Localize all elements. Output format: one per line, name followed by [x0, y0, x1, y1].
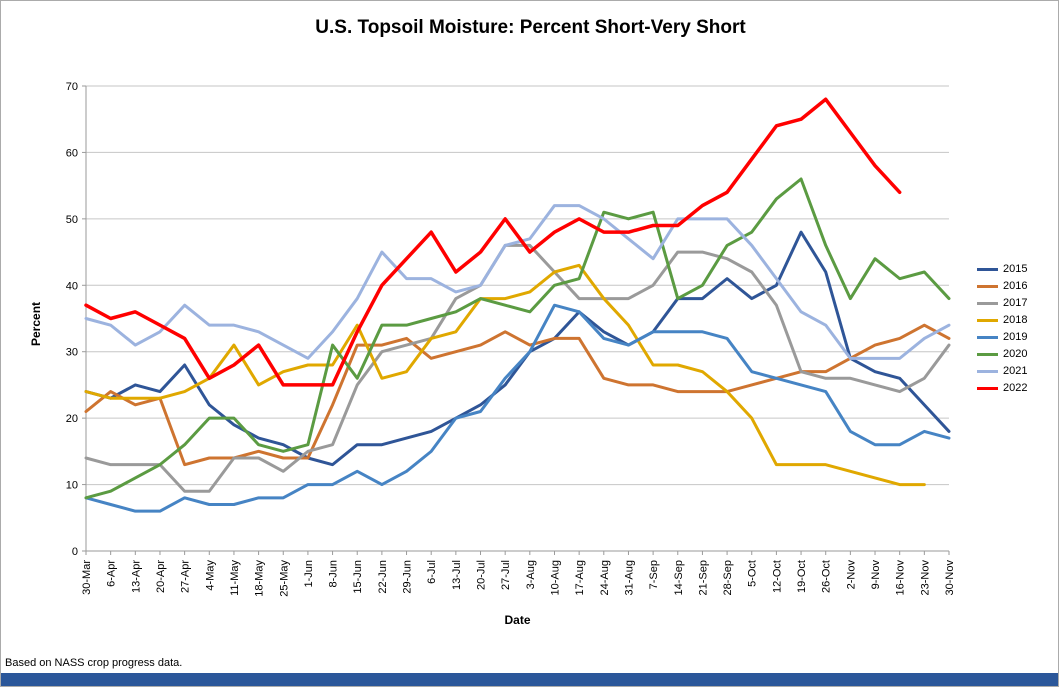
x-tick-label: 8-Jun: [328, 560, 340, 588]
x-tick-label: 6-Jul: [426, 560, 438, 584]
y-tick-label: 10: [66, 480, 78, 492]
x-tick-label: 13-Jul: [451, 560, 463, 590]
series-line-2016: [84, 323, 951, 467]
x-tick-label: 19-Oct: [796, 560, 808, 593]
x-tick-label: 10-Aug: [549, 560, 561, 595]
legend: 2015 2016 2017 2018 2019 2020 2021 2022: [977, 263, 1027, 394]
legend-label: 2022: [1003, 382, 1028, 394]
x-tick-label: 12-Oct: [771, 560, 783, 593]
legend-item-2015: 2015: [977, 263, 1027, 275]
legend-swatch-2021: [977, 369, 998, 373]
x-tick-label: 23-Nov: [919, 560, 931, 596]
line-chart: 0 10 20 30 40 50 60 70 30-Mar 6-Apr 13-Apr 20-Apr 27…: [66, 81, 956, 597]
x-tick-label: 26-Oct: [821, 560, 833, 593]
legend-item-2016: 2016: [977, 280, 1027, 292]
series-line-2021: [84, 204, 951, 360]
legend-label: 2019: [1003, 331, 1028, 343]
series-line-2015: [84, 230, 951, 467]
legend-swatch-2019: [977, 335, 998, 339]
x-tick-label: 25-May: [278, 560, 290, 597]
x-tick-label: 6-Apr: [106, 560, 118, 587]
y-tick-label: 40: [66, 280, 78, 292]
x-axis-title: Date: [504, 613, 531, 627]
x-tick-label: 2-Nov: [845, 560, 857, 590]
legend-item-2017: 2017: [977, 297, 1027, 309]
footnote: Based on NASS crop progress data.: [5, 657, 183, 669]
legend-item-2021: 2021: [977, 365, 1027, 377]
x-tick-label: 5-Oct: [747, 560, 759, 587]
x-tick-label: 11-May: [229, 560, 241, 596]
y-tick-label: 0: [72, 546, 78, 558]
y-tick-label: 20: [66, 413, 78, 425]
legend-swatch-2020: [977, 352, 998, 356]
legend-item-2022: 2022: [977, 382, 1027, 394]
x-tick-label: 29-Jun: [402, 560, 414, 594]
x-tick-label: 30-Nov: [944, 560, 956, 596]
series-line-2018: [84, 263, 926, 487]
series-line-2022: [84, 97, 902, 387]
legend-label: 2016: [1003, 280, 1028, 292]
legend-label: 2017: [1003, 297, 1028, 309]
x-tick-label: 7-Sep: [648, 560, 660, 589]
y-tick-label: 60: [66, 147, 78, 159]
y-tick-label: 70: [66, 81, 78, 93]
x-tick-label: 30-Mar: [81, 560, 93, 595]
series-line-2020: [84, 177, 951, 500]
x-tick-label: 20-Apr: [155, 560, 167, 593]
legend-item-2019: 2019: [977, 331, 1027, 343]
legend-label: 2018: [1003, 314, 1028, 326]
x-tick-label: 21-Sep: [697, 560, 709, 595]
legend-swatch-2016: [977, 284, 998, 288]
legend-label: 2021: [1003, 365, 1028, 377]
legend-label: 2015: [1003, 263, 1028, 275]
chart-title: U.S. Topsoil Moisture: Percent Short-Ver…: [315, 17, 746, 38]
y-tick-label: 50: [66, 214, 78, 226]
y-tick-label: 30: [66, 347, 78, 359]
series-line-2017: [84, 243, 951, 493]
x-tick-label: 24-Aug: [599, 560, 611, 595]
x-tick-label: 22-Jun: [377, 560, 389, 594]
x-tick-label: 1-Jun: [303, 560, 315, 588]
legend-swatch-2015: [977, 267, 998, 271]
x-tick-label: 15-Jun: [352, 560, 364, 594]
x-tick-label: 4-May: [204, 560, 216, 591]
window-bottom-bar: [1, 673, 1058, 686]
x-tick-label: 13-Apr: [130, 560, 142, 593]
legend-swatch-2018: [977, 318, 998, 322]
x-tick-label: 18-May: [254, 560, 266, 597]
legend-label: 2020: [1003, 348, 1028, 360]
x-tick-label: 14-Sep: [673, 560, 685, 595]
series-line-2019: [84, 303, 951, 513]
legend-item-2018: 2018: [977, 314, 1027, 326]
x-tick-label: 28-Sep: [722, 560, 734, 595]
legend-swatch-2017: [977, 301, 998, 305]
x-tick-label: 31-Aug: [623, 560, 635, 595]
x-tick-label: 20-Jul: [476, 560, 488, 590]
legend-item-2020: 2020: [977, 348, 1027, 360]
x-tick-label: 3-Aug: [525, 560, 537, 589]
x-tick-label: 27-Apr: [180, 560, 192, 593]
x-tick-label: 27-Jul: [500, 560, 512, 590]
x-tick-label: 17-Aug: [574, 560, 586, 595]
x-tick-label: 16-Nov: [895, 560, 907, 596]
x-tick-label: 9-Nov: [870, 560, 882, 590]
y-axis-title: Percent: [29, 301, 43, 346]
legend-swatch-2022: [977, 386, 998, 390]
